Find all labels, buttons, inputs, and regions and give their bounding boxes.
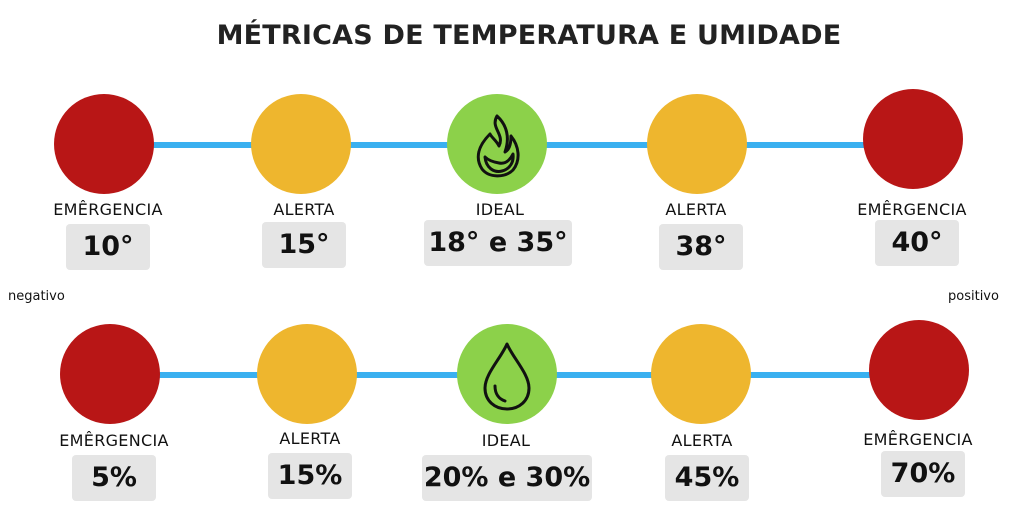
temperature-stage-value: 15° [262, 222, 346, 268]
temperature-stage-label: IDEAL [475, 200, 525, 219]
humidity-ideal-indicator [457, 324, 557, 424]
temperature-stage-value: 10° [66, 224, 150, 270]
positive-side-label: positivo [948, 289, 999, 304]
humidity-emergency-high-indicator [869, 320, 969, 420]
temperature-ideal-indicator [447, 94, 547, 194]
humidity-emergency-low-indicator [60, 324, 160, 424]
humidity-stage-label: EMÊRGENCIA [863, 430, 973, 449]
humidity-stage-value: 20% e 30% [422, 455, 592, 501]
temperature-emergency-high-indicator [863, 89, 963, 189]
humidity-stage-label: ALERTA [671, 431, 733, 450]
negative-side-label: negativo [8, 289, 65, 304]
humidity-stage-value: 70% [881, 451, 965, 497]
humidity-stage-value: 15% [268, 453, 352, 499]
temperature-stage-value: 38° [659, 224, 743, 270]
humidity-stage-label: EMÊRGENCIA [59, 431, 169, 450]
temperature-alert-low-indicator [251, 94, 351, 194]
humidity-stage-value: 5% [72, 455, 156, 501]
temperature-alert-high-indicator [647, 94, 747, 194]
page-title: MÉTRICAS DE TEMPERATURA E UMIDADE [216, 20, 842, 51]
temperature-stage-value: 40° [875, 220, 959, 266]
temperature-stage-label: ALERTA [273, 200, 335, 219]
temperature-stage-label: ALERTA [665, 200, 727, 219]
humidity-stage-value: 45% [665, 455, 749, 501]
temperature-stage-label: EMÊRGENCIA [53, 200, 163, 219]
fire-icon [476, 114, 520, 178]
water-drop-icon [483, 342, 531, 411]
humidity-alert-high-indicator [651, 324, 751, 424]
temperature-stage-label: EMÊRGENCIA [857, 200, 967, 219]
humidity-alert-low-indicator [257, 324, 357, 424]
temperature-stage-value: 18° e 35° [424, 220, 572, 266]
temperature-emergency-low-indicator [54, 94, 154, 194]
humidity-stage-label: ALERTA [279, 429, 341, 448]
humidity-stage-label: IDEAL [481, 431, 531, 450]
